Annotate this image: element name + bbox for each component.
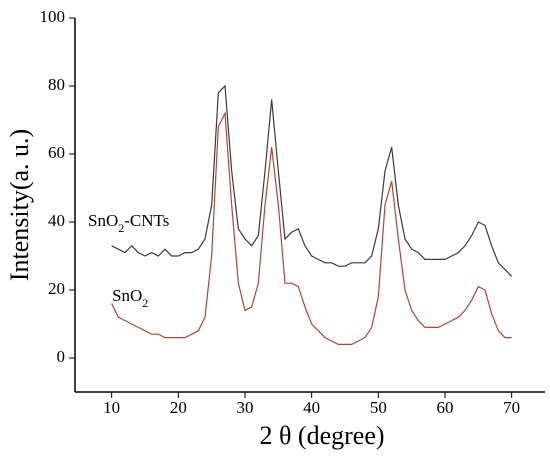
x-tick-label: 10 <box>103 398 120 417</box>
x-tick-label: 70 <box>503 398 520 417</box>
x-tick-label: 60 <box>437 398 454 417</box>
series-line <box>111 84 513 277</box>
y-tick-label: 40 <box>48 211 65 230</box>
x-tick-label: 20 <box>170 398 187 417</box>
y-axis-label: Intensity(a. u.) <box>5 129 34 281</box>
y-tick-label: 20 <box>48 279 65 298</box>
series-line <box>111 110 512 345</box>
x-tick-label: 50 <box>370 398 387 417</box>
y-tick-label: 80 <box>48 75 65 94</box>
series-label: SnO2-CNTs <box>88 211 169 235</box>
x-tick-label: 40 <box>303 398 320 417</box>
x-axis-label: 2 θ (degree) <box>259 421 384 450</box>
y-tick-label: 0 <box>57 347 66 366</box>
series-label: SnO2 <box>112 286 148 310</box>
x-tick-label: 30 <box>237 398 254 417</box>
y-tick-label: 100 <box>40 7 66 26</box>
y-tick-label: 60 <box>48 143 65 162</box>
